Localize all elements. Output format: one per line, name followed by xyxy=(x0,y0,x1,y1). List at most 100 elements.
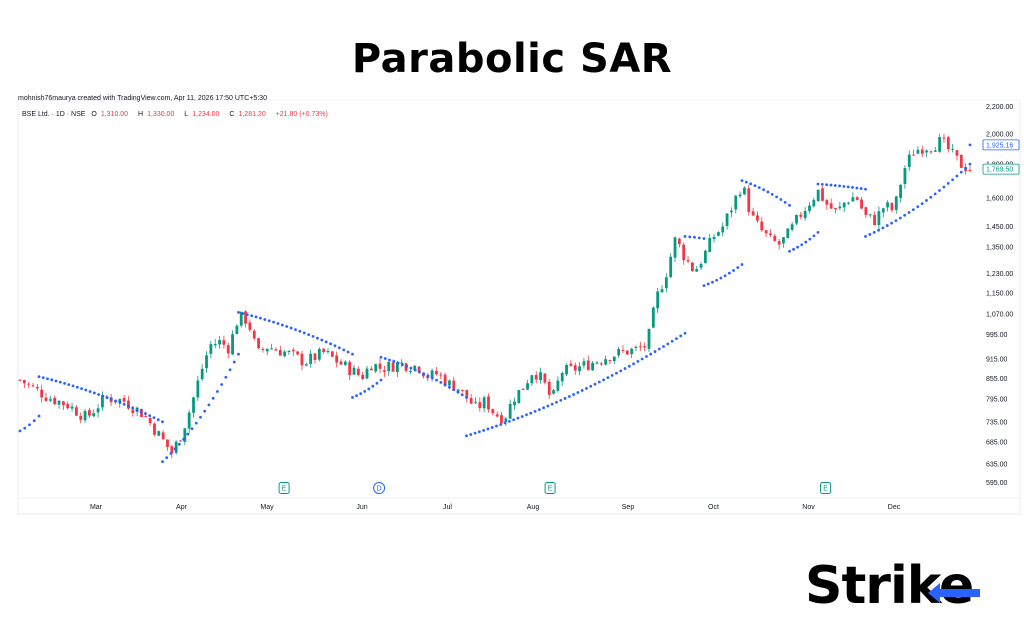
sar-dot xyxy=(649,352,653,356)
sar-dot xyxy=(263,318,267,321)
y-tick-label: 685.00 xyxy=(986,440,1008,447)
sar-dot xyxy=(135,408,139,412)
sar-dot xyxy=(576,391,580,394)
sar-dot xyxy=(173,447,177,451)
sar-dot xyxy=(267,319,271,323)
sar-dot xyxy=(829,183,833,187)
candle-body xyxy=(508,403,512,419)
y-tick-label: 1,350.00 xyxy=(986,244,1013,251)
open-field: O 1,310.00 xyxy=(91,111,129,118)
candle-body xyxy=(409,371,412,373)
candle-body xyxy=(738,194,742,197)
sar-dot xyxy=(131,406,135,410)
candle-body xyxy=(369,368,373,371)
candle-body xyxy=(920,149,924,154)
candle-body xyxy=(699,264,703,268)
sar-dot xyxy=(516,416,520,420)
candle-body xyxy=(543,373,547,383)
candle-body xyxy=(703,250,707,263)
sar-dot xyxy=(67,383,71,387)
candle-body xyxy=(382,370,386,372)
sar-dot xyxy=(702,284,706,288)
last-price-label: 1,769.50 xyxy=(982,163,1020,175)
sar-dot xyxy=(846,185,850,189)
candle-body xyxy=(669,256,673,278)
candle-body xyxy=(951,148,955,150)
sar-dot xyxy=(537,408,541,412)
candle-body xyxy=(717,232,720,236)
y-tick-label: 855.00 xyxy=(986,376,1008,383)
sar-dot xyxy=(542,406,546,410)
candle-body xyxy=(430,370,434,378)
sar-dot xyxy=(245,313,249,317)
sar-dot xyxy=(280,323,284,327)
sar-dot xyxy=(118,401,122,405)
candle-body xyxy=(287,351,291,353)
sar-dot xyxy=(41,376,45,380)
sar-dot xyxy=(37,414,41,418)
sar-dot xyxy=(241,312,245,315)
candle-body xyxy=(27,383,31,385)
sar-dot xyxy=(916,205,920,209)
sar-dot xyxy=(418,370,421,374)
candle-body xyxy=(257,338,260,349)
sar-dot xyxy=(285,325,289,328)
candle-body xyxy=(586,360,590,371)
sar-dot xyxy=(469,433,473,436)
candle-body xyxy=(170,446,174,454)
sar-dot xyxy=(503,421,507,425)
candle-body xyxy=(764,230,768,234)
candle-body xyxy=(482,397,486,409)
candle-body xyxy=(348,361,352,376)
sar-dot xyxy=(329,342,332,346)
candle-body xyxy=(730,210,733,213)
candle-body xyxy=(881,208,885,213)
sar-dot xyxy=(363,390,367,393)
sar-dot xyxy=(894,219,898,223)
candle-body xyxy=(860,199,863,209)
candle-body xyxy=(959,154,963,168)
sar-dot xyxy=(520,415,524,418)
candle-body xyxy=(868,214,872,216)
candle-body xyxy=(604,359,608,365)
event-marker-label: E xyxy=(282,486,287,493)
sar-dot xyxy=(938,189,941,192)
candle-body xyxy=(565,364,568,375)
candle-body xyxy=(183,428,187,442)
sar-dot xyxy=(190,427,194,431)
sar-dot xyxy=(546,404,550,408)
sar-dot xyxy=(911,208,915,212)
candle-body xyxy=(339,361,343,365)
sar-dot xyxy=(877,228,880,232)
candle-body xyxy=(309,353,313,364)
candle-body xyxy=(239,311,243,326)
candle-body xyxy=(638,346,642,348)
sar-dot xyxy=(182,437,186,441)
event-marker-label: E xyxy=(823,486,828,493)
sar-dot xyxy=(929,195,933,199)
candle-body xyxy=(968,170,972,172)
candle-body xyxy=(821,188,824,201)
candle-body xyxy=(44,397,48,401)
symbol-label: BSE Ltd. · 1D · NSE xyxy=(22,111,86,118)
sar-dot xyxy=(161,460,164,463)
sar-dot xyxy=(825,183,829,187)
candle-body xyxy=(356,368,360,375)
sar-dot xyxy=(890,221,894,225)
candle-body xyxy=(79,415,83,420)
sar-dot xyxy=(670,339,674,343)
candle-body xyxy=(625,350,629,355)
sar-dot xyxy=(165,456,169,459)
sar-dot xyxy=(512,418,516,422)
sar-dot xyxy=(770,192,774,196)
sar-dot xyxy=(409,366,413,370)
candle-body xyxy=(534,375,538,380)
sar-dot xyxy=(800,243,804,247)
price-chart[interactable]: 2,200.002,000.001,800.001,600.001,450.00… xyxy=(0,100,1024,520)
candle-body xyxy=(695,269,699,272)
sar-dot xyxy=(342,348,346,352)
candle-body xyxy=(747,188,751,212)
candle-body xyxy=(929,151,933,153)
candle-body xyxy=(842,202,846,208)
candle-body xyxy=(894,196,898,210)
